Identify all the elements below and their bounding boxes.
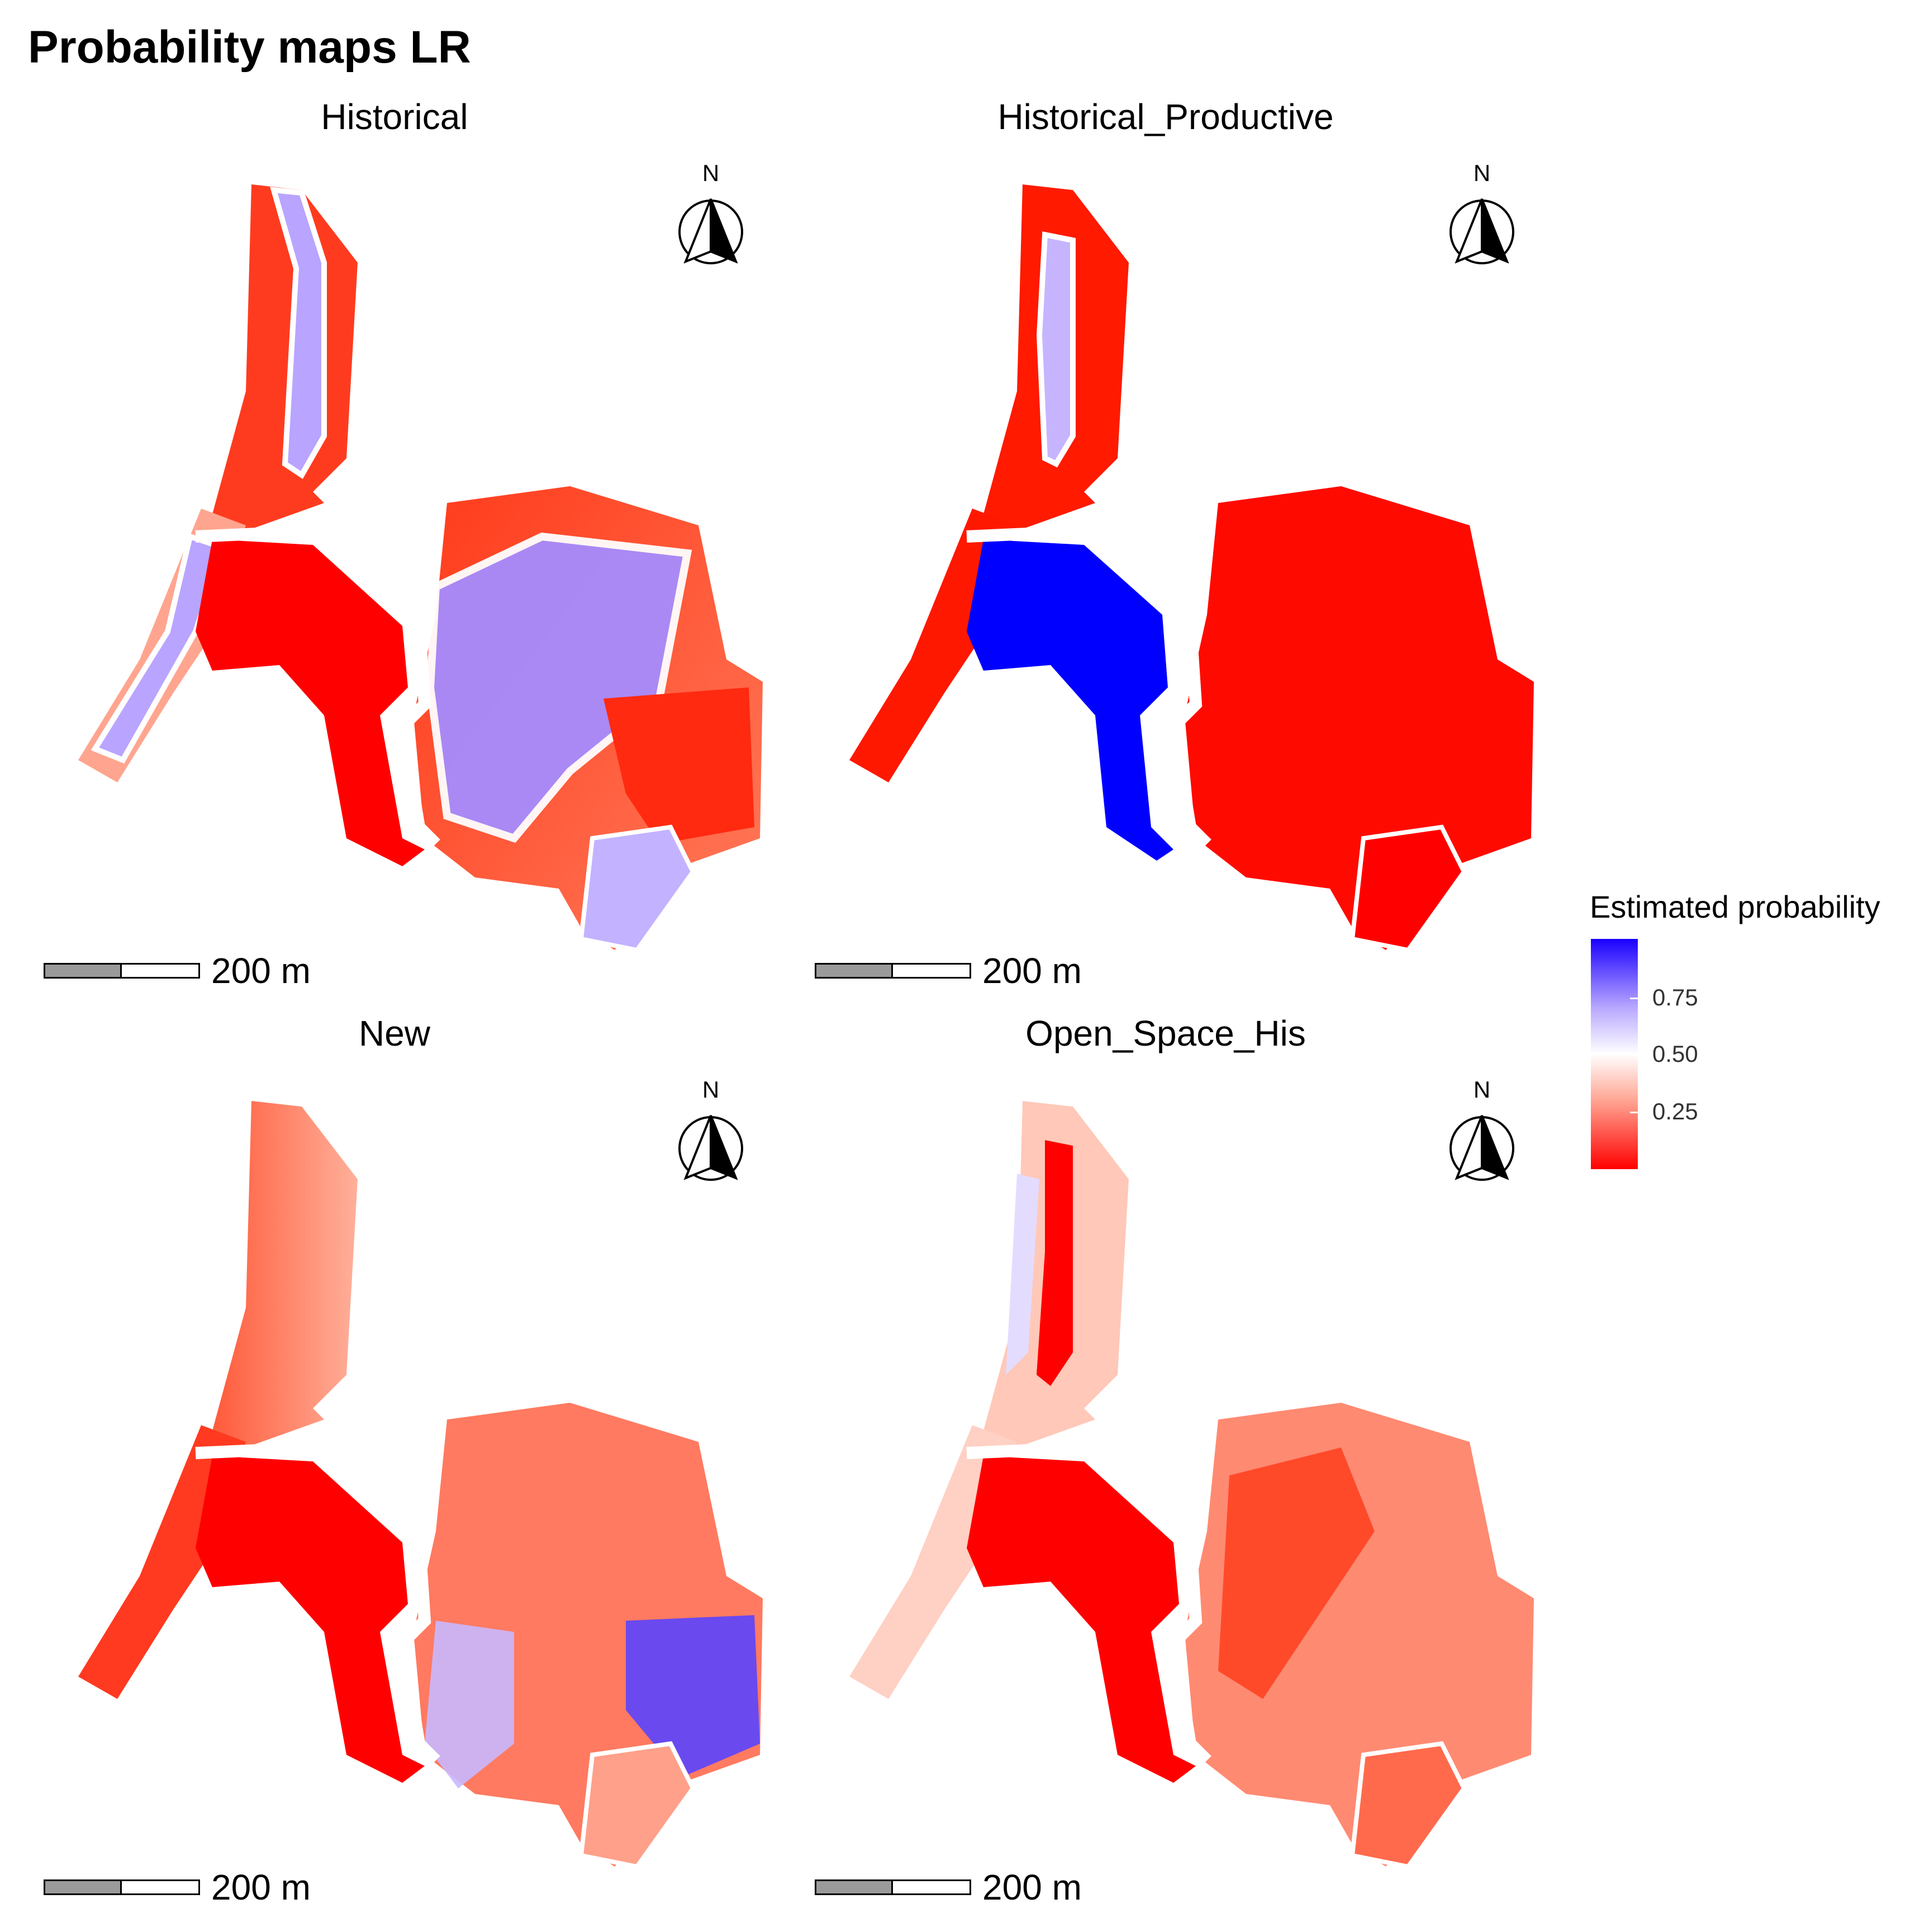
panel-title: Open_Space_His <box>1025 1013 1306 1053</box>
legend-tick <box>1630 1054 1638 1056</box>
scalebar-label: 200 m <box>211 951 311 991</box>
north-label: N <box>702 1076 720 1103</box>
zone-southeast-streets <box>426 532 692 843</box>
probability-map <box>78 1101 763 1869</box>
zone-corridor <box>270 187 327 480</box>
scalebar-light-segment <box>122 1879 200 1895</box>
scalebar-dark-segment <box>44 963 122 979</box>
north-arrow-icon <box>678 1115 743 1181</box>
map-panel-historical: Historical N 200 m <box>11 0 778 991</box>
scalebar: 200 m <box>44 950 311 991</box>
north-arrow-icon <box>1449 198 1514 264</box>
zone-left-arm <box>78 1425 246 1699</box>
zone-left-arm <box>849 1425 1017 1699</box>
zone-red-block <box>196 1456 425 1783</box>
scalebar-light-segment <box>893 963 971 979</box>
panel-title: New <box>358 1013 431 1053</box>
river <box>966 524 1211 848</box>
scalebar: 200 m <box>815 1867 1082 1908</box>
north-label: N <box>702 160 720 186</box>
north-label: N <box>1473 160 1491 186</box>
scalebar-label: 200 m <box>982 951 1082 991</box>
zone-blue-block <box>967 539 1173 861</box>
scalebar: 200 m <box>815 950 1082 991</box>
legend-label-050: 0.50 <box>1652 1041 1698 1067</box>
probability-map <box>78 184 763 953</box>
zone-north-red <box>1037 1140 1073 1386</box>
zone-southeast-blue <box>626 1615 760 1777</box>
north-arrow-icon <box>1449 1115 1514 1181</box>
main-title: Probability maps LR <box>28 22 471 73</box>
scalebar-label: 200 m <box>211 1867 311 1907</box>
river <box>195 524 440 848</box>
zone-southeast-light <box>425 1621 514 1788</box>
scalebar: 200 m <box>44 1867 311 1908</box>
north-arrow-icon <box>678 198 743 264</box>
zone-south-lobe <box>578 824 696 953</box>
north-label: N <box>1473 1076 1491 1103</box>
panel-title: Historical <box>321 97 468 137</box>
probability-map <box>849 1101 1534 1869</box>
scalebar-label: 200 m <box>982 1867 1082 1907</box>
zone-red-block <box>967 1456 1196 1783</box>
river <box>195 1441 440 1765</box>
map-panel-open-space-his: Open_Space_His N 200 m <box>782 917 1549 1907</box>
scalebar-dark-segment <box>815 963 893 979</box>
legend-tick <box>1630 998 1638 999</box>
legend-tick <box>1630 1112 1638 1113</box>
zone-north-strip <box>212 1101 358 1447</box>
legend: Estimated probability 0.75 0.50 0.25 <box>1590 889 1880 1169</box>
legend-label-025: 0.25 <box>1652 1098 1698 1124</box>
panel-title: Historical_Productive <box>997 97 1334 137</box>
river <box>966 1441 1211 1765</box>
legend-label-075: 0.75 <box>1652 984 1698 1010</box>
scalebar-light-segment <box>122 963 200 979</box>
scalebar-dark-segment <box>815 1879 893 1895</box>
zone-left-arm <box>849 509 1017 782</box>
zone-south-lobe <box>1349 824 1467 953</box>
scalebar-dark-segment <box>44 1879 122 1895</box>
zone-south-lobe <box>1349 1741 1467 1869</box>
zone-south-lobe <box>578 1741 696 1869</box>
zone-southeast-red <box>603 687 754 844</box>
map-panel-new: New N 200 m <box>11 917 778 1907</box>
probability-map <box>849 184 1534 953</box>
zone-corridor <box>1036 231 1076 468</box>
zone-southeast-dark <box>1218 1447 1375 1699</box>
scalebar-light-segment <box>893 1879 971 1895</box>
map-panel-historical-productive: Historical_Productive N 200 m <box>782 0 1549 991</box>
legend-title: Estimated probability <box>1590 889 1880 924</box>
zone-red-block <box>196 539 425 866</box>
zone-north-purple <box>1006 1174 1039 1375</box>
